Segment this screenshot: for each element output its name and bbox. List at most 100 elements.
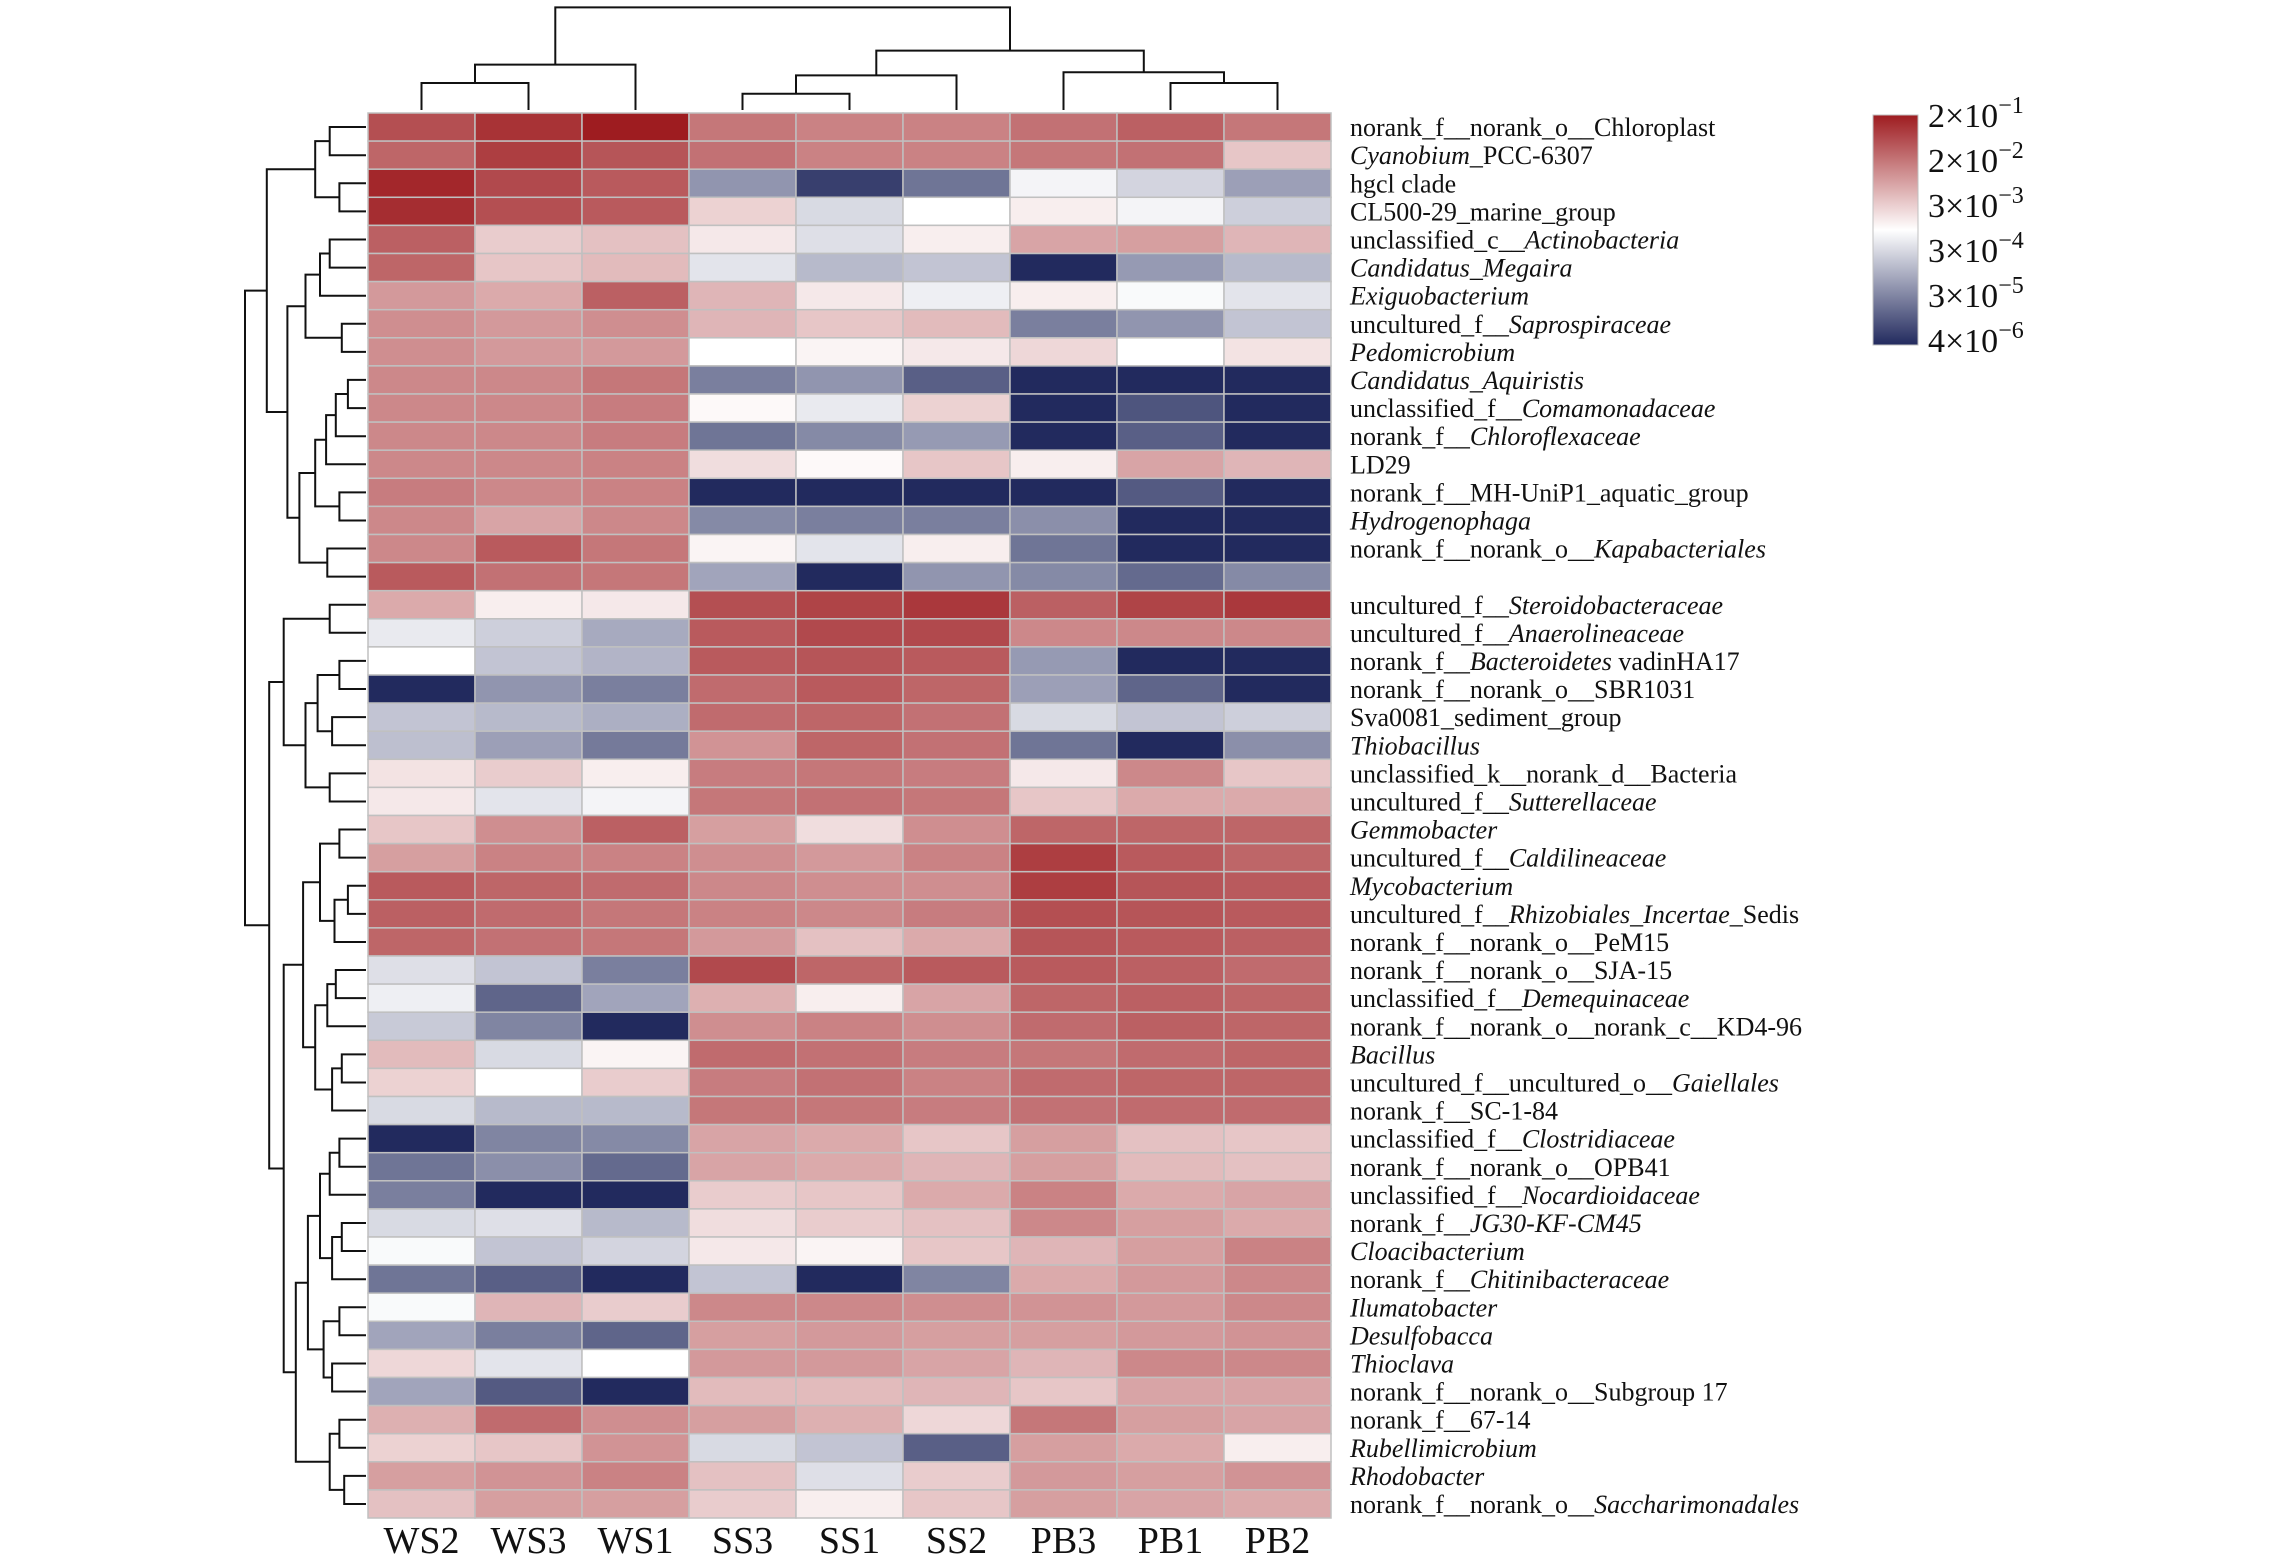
dendrogram-branch: [328, 772, 366, 803]
heatmap-cell: [688, 505, 797, 536]
heatmap-cell: [581, 337, 690, 367]
heatmap-cell: [902, 1236, 1011, 1266]
heatmap-cell: [1009, 1039, 1118, 1070]
heatmap-cell: [1223, 1292, 1332, 1323]
row-label: norank_f__SC-1-84: [1350, 1097, 1558, 1126]
heatmap-cell: [1116, 449, 1225, 480]
heatmap-cell: [795, 1489, 904, 1519]
heatmap-cell: [1116, 674, 1225, 704]
heatmap-cell: [581, 1180, 690, 1210]
heatmap-cell: [367, 196, 476, 227]
heatmap-cell: [688, 1404, 797, 1435]
heatmap-cell: [688, 224, 797, 255]
dendrogram-branch: [338, 1137, 366, 1168]
column-labels: WS2 WS3 WS1 SS3 SS1 SS2 PB3 PB1 PB2: [384, 1520, 1311, 1559]
heatmap-cell: [1223, 337, 1332, 367]
row-label: norank_f__Bacteroidetes vadinHA17: [1350, 647, 1740, 676]
heatmap-cell: [795, 1432, 904, 1463]
dendrogram-branch: [340, 1222, 366, 1252]
heatmap-cell: [1009, 224, 1118, 255]
heatmap-cell: [1223, 1461, 1332, 1491]
heatmap-cell: [474, 1011, 583, 1042]
heatmap-cell: [367, 1264, 476, 1294]
heatmap-cell: [688, 112, 797, 142]
heatmap-cell: [581, 1067, 690, 1098]
dendrogram-branch: [338, 491, 366, 522]
heatmap-cell: [1223, 1123, 1332, 1154]
row-label: Bacillus: [1350, 1040, 1435, 1069]
heatmap-cell: [1009, 927, 1118, 957]
heatmap-cell: [1009, 252, 1118, 283]
heatmap-cell: [1009, 618, 1118, 648]
heatmap-cell: [581, 1011, 690, 1042]
heatmap-cell: [581, 618, 690, 648]
heatmap-cell: [474, 814, 583, 845]
heatmap-cell: [902, 786, 1011, 817]
heatmap-cell: [1009, 1264, 1118, 1294]
heatmap-cell: [902, 1376, 1011, 1407]
heatmap-cell: [688, 702, 797, 732]
heatmap-cell: [902, 983, 1011, 1013]
row-label: Rhodobacter: [1349, 1462, 1485, 1491]
heatmap-cell: [688, 1489, 797, 1519]
row-label: norank_f__norank_o__Chloroplast: [1350, 113, 1716, 142]
color-scale-label: 2×10−2: [1928, 138, 2024, 180]
heatmap-cell: [367, 252, 476, 283]
heatmap-cell: [1223, 786, 1332, 817]
row-label: Desulfobacca: [1349, 1321, 1493, 1350]
heatmap-cell: [1009, 168, 1118, 199]
heatmap-cell: [474, 196, 583, 227]
dendrogram-branch: [328, 126, 366, 157]
heatmap-cell: [688, 786, 797, 817]
heatmap-cell: [1009, 1292, 1118, 1323]
heatmap-cell: [795, 1151, 904, 1182]
heatmap-cell: [1116, 842, 1225, 873]
dendrogram-branch: [314, 140, 340, 199]
heatmap-cell: [795, 421, 904, 451]
heatmap-cell: [688, 1292, 797, 1323]
heatmap-cell: [902, 1123, 1011, 1154]
heatmap-cell: [474, 337, 583, 367]
heatmap-cell: [581, 674, 690, 704]
heatmap-cell: [367, 589, 476, 620]
heatmap-cell: [581, 758, 690, 789]
dendrogram-branch: [331, 1067, 366, 1112]
heatmap-cell: [1116, 140, 1225, 170]
heatmap-cell: [902, 1067, 1011, 1098]
row-label: Mycobacterium: [1349, 872, 1513, 901]
heatmap-cell: [1009, 393, 1118, 423]
heatmap-cell: [1116, 1236, 1225, 1266]
heatmap-cell: [688, 674, 797, 704]
heatmap-cell: [1009, 646, 1118, 676]
row-label: CL500-29_marine_group: [1350, 197, 1616, 226]
color-scale-bar: [1872, 114, 1919, 346]
dendrogram-branch: [346, 884, 366, 915]
heatmap-cell: [367, 337, 476, 367]
heatmap-cell: [474, 870, 583, 901]
dendrogram-branch: [244, 289, 270, 927]
heatmap-cell: [474, 1264, 583, 1294]
row-label: norank_f__norank_o__Subgroup 17: [1350, 1378, 1728, 1407]
heatmap-cell: [581, 983, 690, 1013]
dendrogram-branch: [338, 1418, 366, 1449]
heatmap-cell: [1009, 1432, 1118, 1463]
heatmap-cell: [1223, 1067, 1332, 1098]
heatmap-cell: [795, 702, 904, 732]
heatmap-cell: [795, 505, 904, 536]
heatmap-cell: [581, 1208, 690, 1238]
heatmap-cell: [1116, 224, 1225, 255]
heatmap-cell: [688, 1067, 797, 1098]
row-label: hgcl clade: [1350, 169, 1456, 198]
heatmap-cell: [795, 477, 904, 508]
heatmap-cell: [367, 224, 476, 255]
heatmap-cell: [474, 449, 583, 480]
column-label: WS2: [384, 1520, 460, 1559]
heatmap-cell: [474, 1067, 583, 1098]
heatmap-cell: [474, 308, 583, 339]
heatmap-cell: [367, 646, 476, 676]
heatmap-cell: [1223, 1039, 1332, 1070]
heatmap-cell: [581, 1404, 690, 1435]
heatmap-cell: [581, 308, 690, 339]
row-label: Candidatus_Aquiristis: [1350, 366, 1584, 395]
heatmap-cell: [902, 533, 1011, 564]
